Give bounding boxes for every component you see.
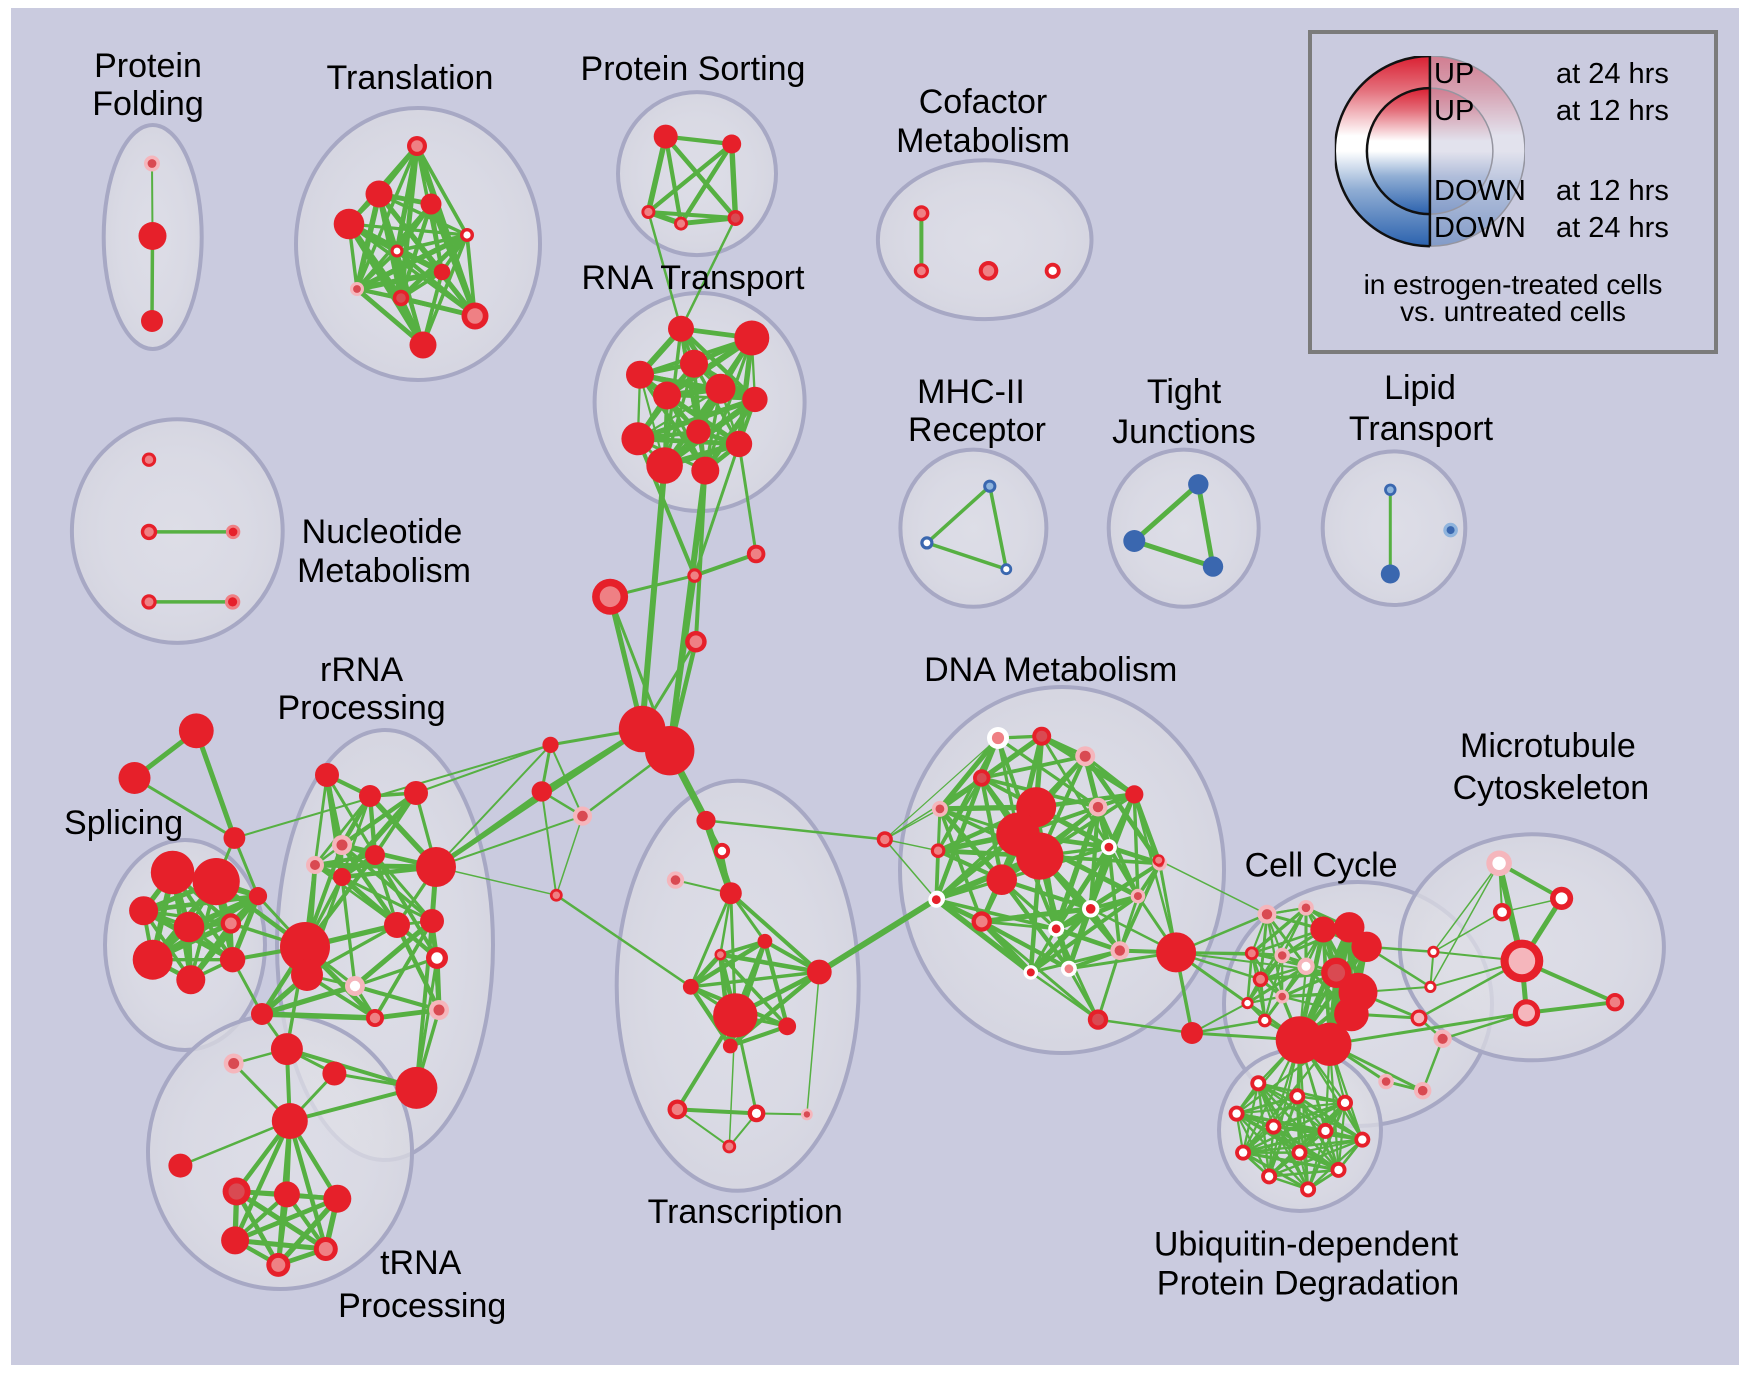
svg-text:Transcription: Transcription: [648, 1193, 843, 1231]
svg-text:Protein: Protein: [94, 47, 202, 85]
svg-text:Ubiquitin-dependent: Ubiquitin-dependent: [1154, 1226, 1459, 1264]
svg-text:tRNA: tRNA: [380, 1244, 462, 1282]
svg-text:Processing: Processing: [338, 1287, 506, 1325]
svg-text:UP: UP: [1434, 58, 1474, 90]
svg-text:Splicing: Splicing: [64, 804, 183, 842]
svg-text:rRNA: rRNA: [320, 651, 403, 689]
svg-text:Translation: Translation: [327, 59, 494, 97]
svg-text:at 12 hrs: at 12 hrs: [1556, 175, 1669, 207]
svg-text:at 24 hrs: at 24 hrs: [1556, 212, 1669, 244]
svg-text:at 12 hrs: at 12 hrs: [1556, 95, 1669, 127]
svg-text:Transport: Transport: [1349, 410, 1494, 448]
svg-text:DNA Metabolism: DNA Metabolism: [924, 651, 1177, 689]
svg-text:in estrogen-treated cells: in estrogen-treated cells: [1364, 269, 1663, 300]
svg-text:UP: UP: [1434, 95, 1474, 127]
svg-text:Metabolism: Metabolism: [297, 552, 471, 590]
svg-text:Junctions: Junctions: [1112, 413, 1256, 451]
svg-text:Microtubule: Microtubule: [1460, 727, 1636, 765]
svg-text:DOWN: DOWN: [1434, 212, 1526, 244]
svg-text:Metabolism: Metabolism: [896, 122, 1070, 160]
svg-text:Tight: Tight: [1147, 373, 1222, 411]
svg-text:at 24 hrs: at 24 hrs: [1556, 58, 1669, 90]
svg-text:Receptor: Receptor: [908, 411, 1046, 449]
svg-text:Cofactor: Cofactor: [919, 83, 1048, 121]
svg-text:Nucleotide: Nucleotide: [302, 513, 463, 551]
svg-text:MHC-II: MHC-II: [917, 373, 1025, 411]
svg-text:Protein Sorting: Protein Sorting: [581, 50, 806, 88]
svg-text:RNA Transport: RNA Transport: [582, 259, 806, 297]
svg-text:Cytoskeleton: Cytoskeleton: [1453, 769, 1650, 807]
svg-text:Cell Cycle: Cell Cycle: [1245, 847, 1398, 885]
svg-text:Processing: Processing: [277, 689, 445, 727]
svg-text:vs. untreated cells: vs. untreated cells: [1400, 296, 1626, 327]
svg-text:Lipid: Lipid: [1384, 369, 1456, 407]
svg-text:DOWN: DOWN: [1434, 175, 1526, 207]
svg-text:Protein Degradation: Protein Degradation: [1157, 1265, 1459, 1303]
svg-text:Folding: Folding: [92, 85, 204, 123]
